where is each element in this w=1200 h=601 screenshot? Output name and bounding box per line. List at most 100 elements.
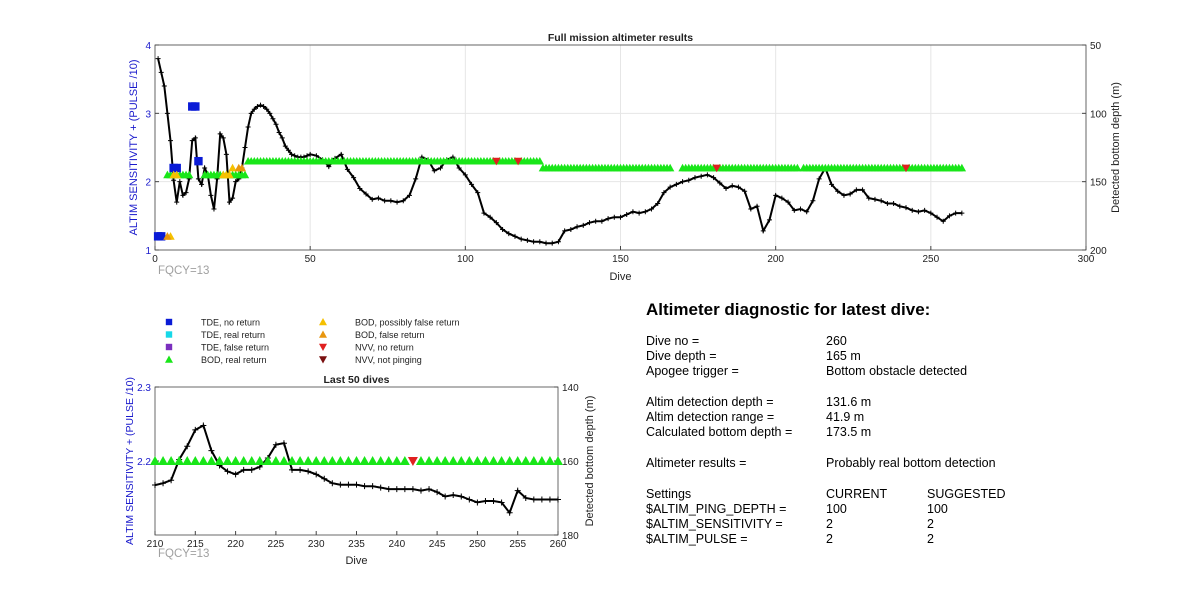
legend-label: BOD, false return — [355, 330, 425, 340]
y2-axis-label: Detected bottom depth (m) — [1110, 82, 1122, 213]
altim-setting-marker — [214, 456, 225, 465]
bottom-depth-point — [326, 164, 332, 170]
bottom-depth-point — [538, 496, 545, 503]
altim-setting-marker — [359, 456, 370, 465]
bottom-depth-point — [903, 205, 909, 211]
bottom-depth-point — [493, 220, 499, 226]
bottom-depth-point — [431, 168, 437, 174]
bottom-depth-point — [200, 422, 207, 429]
x-axis-label: Dive — [609, 271, 631, 283]
calculated-depth-label: Calculated bottom depth = — [646, 425, 793, 439]
legend-label: BOD, possibly false return — [355, 318, 460, 328]
bottom-depth-point — [267, 110, 273, 116]
diagnostic-panel: Altimeter diagnostic for latest dive: Di… — [646, 300, 1166, 547]
bottom-depth-point — [940, 218, 946, 224]
legend-marker — [319, 330, 327, 338]
y2-axis-label: Detected bottom depth (m) — [584, 396, 596, 527]
bottom-depth-point — [152, 482, 158, 489]
bottom-depth-point — [562, 228, 568, 234]
legend-label: NVV, no return — [355, 343, 414, 353]
bottom-depth-point — [233, 179, 239, 185]
bottom-depth-point — [568, 227, 574, 232]
bottom-depth-point — [442, 493, 449, 500]
bottom-depth-point — [469, 181, 475, 187]
bottom-depth-point — [192, 426, 199, 433]
bottom-depth-point — [254, 104, 260, 109]
bottom-depth-point — [624, 211, 630, 217]
altim-setting-marker — [222, 456, 233, 465]
x-tick-label: 225 — [268, 539, 285, 550]
dive-no-label: Dive no = — [646, 334, 700, 348]
bottom-depth-point — [692, 175, 698, 181]
apogee-trigger-value: Bottom obstacle detected — [826, 364, 968, 378]
legend-label: NVV, not pinging — [355, 355, 422, 365]
legend-marker — [165, 355, 173, 363]
bottom-depth-point — [297, 466, 304, 473]
dive-depth-value: 165 m — [826, 349, 861, 363]
bottom-depth-point — [522, 495, 529, 501]
y-axis-label: ALTIM SENSITIVITY + (PULSE /10) — [128, 60, 140, 236]
bottom-depth-point — [385, 486, 392, 493]
bottom-depth-point — [667, 184, 673, 190]
bottom-depth-point — [417, 487, 424, 494]
legend-label: TDE, real return — [201, 330, 265, 340]
altim-setting-marker — [432, 456, 443, 465]
altim-setting-marker — [665, 163, 675, 172]
bottom-depth-point — [618, 214, 623, 220]
bottom-depth-point — [226, 199, 232, 205]
altim-setting-marker — [456, 456, 467, 465]
altim-setting-marker — [278, 456, 289, 465]
legend: TDE, no return TDE, real return TDE, false… — [165, 318, 460, 365]
altim-setting-marker — [492, 157, 501, 166]
legend-marker — [319, 343, 327, 351]
altim-setting-marker — [553, 456, 563, 465]
bottom-depth-point — [810, 198, 816, 204]
settings-label: Settings — [646, 487, 692, 501]
altimeter-results-value: Probably real bottom detection — [826, 456, 996, 470]
x-tick-label: 245 — [429, 539, 446, 550]
bottom-depth-point — [177, 179, 183, 185]
bottom-depth-point — [959, 210, 965, 216]
altim-setting-marker — [158, 456, 169, 465]
bottom-depth-point — [872, 196, 878, 202]
altim-setting-marker — [901, 164, 911, 173]
x-tick-label: 100 — [457, 254, 474, 265]
x-tick-label: 235 — [348, 539, 365, 550]
dive-depth-label: Dive depth = — [646, 349, 717, 363]
legend-label: TDE, no return — [201, 318, 260, 328]
bottom-depth-point — [543, 240, 549, 246]
bottom-depth-point — [270, 116, 276, 122]
bottom-depth-point — [816, 176, 822, 182]
legend-label: TDE, false return — [201, 343, 269, 353]
bottom-depth-point — [922, 207, 928, 213]
altim-setting-marker — [163, 232, 172, 240]
bottom-depth-point — [164, 110, 170, 116]
bottom-depth-point — [273, 121, 279, 127]
bottom-depth-point — [174, 199, 180, 205]
altim-setting-marker — [512, 456, 523, 465]
setting-current: 100 — [826, 502, 847, 516]
y-tick-label: 3 — [145, 109, 151, 120]
bottom-depth-point — [760, 228, 766, 234]
bottom-depth-point — [199, 181, 205, 187]
bottom-depth-point — [158, 69, 164, 75]
bottom-depth-point — [549, 240, 555, 246]
altim-setting-marker — [448, 456, 459, 465]
bottom-depth-point — [180, 192, 186, 198]
altim-setting-marker — [488, 456, 499, 465]
bottom-depth-point — [748, 206, 754, 212]
bottom-depth-point — [211, 206, 217, 212]
bottom-depth-point — [909, 207, 915, 213]
x-tick-label: 250 — [469, 539, 486, 550]
bottom-depth-point — [456, 165, 462, 171]
x-tick-label: 150 — [612, 254, 629, 265]
bottom-depth-point — [835, 188, 841, 194]
altim-setting-marker — [157, 232, 166, 241]
y-tick-label: 1 — [145, 246, 151, 257]
altim-setting-marker — [415, 456, 426, 465]
bottom-depth-point — [891, 201, 897, 207]
bottom-depth-point — [704, 172, 710, 178]
bottom-depth-point — [481, 210, 487, 216]
bottom-depth-point — [351, 175, 357, 181]
